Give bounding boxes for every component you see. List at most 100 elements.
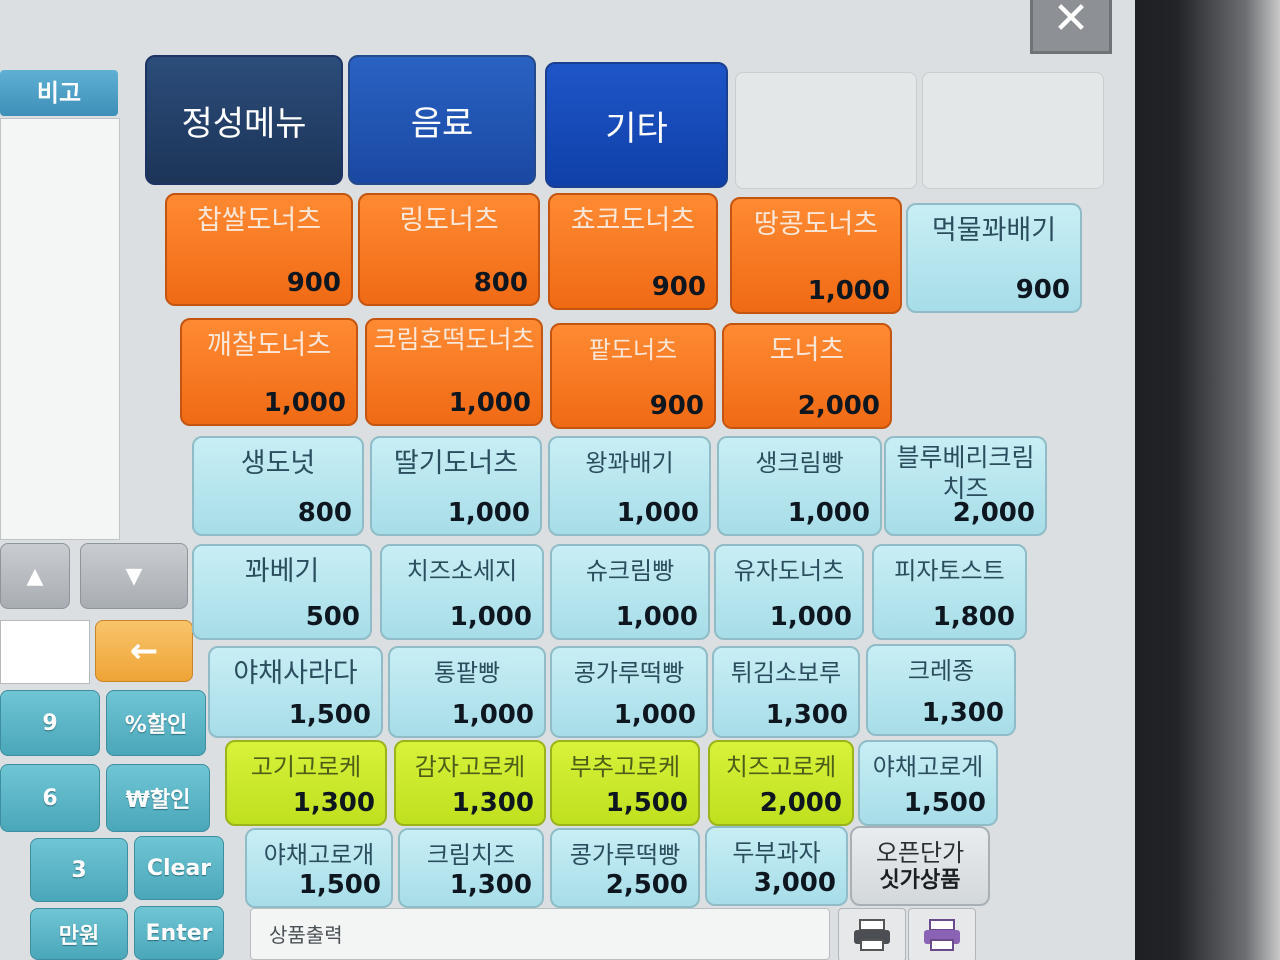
tab-etc[interactable]: 기타 — [545, 62, 728, 188]
menu-item[interactable]: 콩가루떡빵 2,500 — [550, 828, 700, 908]
key-6[interactable]: 6 — [0, 764, 100, 832]
menu-item[interactable]: 도너츠 2,000 — [722, 323, 892, 429]
back-arrow-icon: ← — [129, 631, 159, 671]
menu-item-price: 1,500 — [298, 870, 381, 900]
menu-item-price: 1,000 — [448, 388, 531, 418]
printer-alt-button[interactable] — [908, 908, 976, 960]
menu-item[interactable]: 크림호떡도너츠 1,000 — [365, 318, 543, 426]
menu-item[interactable]: 깨찰도너츠 1,000 — [180, 318, 358, 426]
menu-item[interactable]: 쵸코도너츠 900 — [548, 193, 718, 310]
menu-item-price: 1,300 — [451, 788, 534, 818]
pos-screen: ✕ 비고 ▲ ▼ ← 9 %할인 6 ₩할인 3 Clear 만원 Enter … — [0, 0, 1135, 960]
menu-item-price: 1,000 — [769, 602, 852, 632]
menu-item-name: 도너츠 — [769, 335, 845, 366]
menu-item-name: 쵸코도너츠 — [570, 205, 696, 236]
printer-alt-icon — [924, 919, 960, 951]
menu-item[interactable]: 생크림빵 1,000 — [717, 436, 882, 536]
menu-item-price: 3,000 — [753, 868, 836, 898]
menu-item-name: 오픈단가 — [875, 839, 965, 867]
tab-drinks[interactable]: 음료 — [348, 55, 536, 185]
menu-item-name: 슈크림빵 — [585, 557, 675, 585]
menu-item-name: 딸기도너츠 — [393, 448, 519, 479]
ten-thousand-button[interactable]: 만원 — [30, 908, 128, 960]
menu-item[interactable]: 피자토스트 1,800 — [872, 544, 1027, 640]
menu-item-name: 치즈고로케 — [725, 753, 837, 781]
menu-item[interactable]: 꽈베기 500 — [192, 544, 372, 640]
up-arrow-icon: ▲ — [26, 563, 44, 589]
scroll-up-button[interactable]: ▲ — [0, 543, 70, 609]
percent-discount-button[interactable]: %할인 — [106, 690, 206, 756]
menu-item-price: 2,000 — [797, 391, 880, 421]
scroll-down-button[interactable]: ▼ — [80, 543, 188, 609]
menu-item-price: 1,000 — [613, 700, 696, 730]
menu-item[interactable]: 부추고로케 1,500 — [550, 740, 700, 826]
menu-item[interactable]: 팥도너츠 900 — [550, 323, 716, 429]
menu-item-price: 900 — [286, 268, 341, 298]
printer-button[interactable] — [838, 908, 906, 960]
menu-item[interactable]: 통팥빵 1,000 — [388, 646, 546, 738]
menu-item-price: 1,300 — [765, 700, 848, 730]
menu-item[interactable]: 슈크림빵 1,000 — [550, 544, 710, 640]
menu-item[interactable]: 치즈고로케 2,000 — [708, 740, 854, 826]
menu-item[interactable]: 크림치즈 1,300 — [398, 828, 544, 908]
menu-item-price: 1,500 — [605, 788, 688, 818]
menu-item[interactable]: 크레종 1,300 — [866, 644, 1016, 736]
menu-item[interactable]: 야채사라다 1,500 — [208, 646, 383, 738]
menu-item-price: 1,300 — [449, 870, 532, 900]
menu-item-price: 800 — [297, 498, 352, 528]
menu-item-name: 고기고로케 — [250, 753, 362, 781]
menu-item[interactable]: 찹쌀도너츠 900 — [165, 193, 353, 306]
menu-item-price: 1,500 — [903, 788, 986, 818]
empty-tab-slot — [922, 72, 1104, 189]
menu-item[interactable]: 두부과자 3,000 — [705, 826, 848, 906]
menu-item-price: 2,500 — [605, 870, 688, 900]
monitor-bezel — [1110, 0, 1280, 960]
menu-item[interactable]: 치즈소세지 1,000 — [380, 544, 544, 640]
close-button[interactable]: ✕ — [1030, 0, 1112, 54]
menu-item[interactable]: 튀김소보루 1,300 — [712, 646, 860, 738]
menu-item-name: 야채고로게 — [872, 753, 984, 781]
menu-item-name: 피자토스트 — [894, 557, 1005, 585]
menu-item[interactable]: 링도너츠 800 — [358, 193, 540, 306]
won-discount-button[interactable]: ₩할인 — [106, 764, 210, 832]
menu-item-name: 꽈베기 — [244, 556, 320, 587]
menu-item[interactable]: 블루베리크림치즈 2,000 — [884, 436, 1047, 536]
menu-item[interactable]: 딸기도너츠 1,000 — [370, 436, 542, 536]
menu-item-name: 야채고로개 — [263, 841, 375, 869]
enter-button[interactable]: Enter — [134, 906, 224, 960]
menu-item[interactable]: 감자고로케 1,300 — [394, 740, 546, 826]
empty-tab-slot — [735, 72, 917, 189]
menu-item-name: 감자고로케 — [414, 753, 526, 781]
clear-button[interactable]: Clear — [134, 836, 224, 900]
menu-item[interactable]: 오픈단가 싯가상품 — [850, 826, 990, 906]
menu-item[interactable]: 고기고로케 1,300 — [225, 740, 387, 826]
menu-item-price: 900 — [649, 391, 704, 421]
menu-item[interactable]: 야채고로개 1,500 — [245, 828, 393, 908]
backspace-button[interactable]: ← — [95, 620, 193, 682]
menu-item[interactable]: 유자도너츠 1,000 — [714, 544, 864, 640]
menu-item-price: 1,300 — [921, 698, 1004, 728]
menu-item-name: 통팥빵 — [433, 659, 501, 687]
menu-item[interactable]: 땅콩도너츠 1,000 — [730, 197, 902, 314]
menu-item[interactable]: 생도넛 800 — [192, 436, 364, 536]
tab-main-menu[interactable]: 정성메뉴 — [145, 55, 343, 185]
menu-item-price: 1,300 — [292, 788, 375, 818]
menu-item-name: 깨찰도너츠 — [206, 330, 332, 361]
order-list[interactable] — [0, 118, 120, 540]
menu-item[interactable]: 왕꽈배기 1,000 — [548, 436, 711, 536]
key-9[interactable]: 9 — [0, 690, 100, 756]
menu-item[interactable]: 콩가루떡빵 1,000 — [550, 646, 708, 738]
menu-item-name: 블루베리크림치즈 — [896, 443, 1035, 503]
menu-item-price: 1,000 — [787, 498, 870, 528]
menu-item[interactable]: 야채고로게 1,500 — [858, 740, 998, 826]
menu-item-name: 링도너츠 — [399, 205, 499, 236]
menu-item-name: 콩가루떡빵 — [573, 659, 685, 687]
quantity-input[interactable] — [0, 620, 90, 684]
menu-item[interactable]: 먹물꽈배기 900 — [906, 203, 1082, 313]
menu-item-name: 크림치즈 — [426, 841, 516, 869]
menu-item-price: 1,000 — [447, 498, 530, 528]
menu-item-price: 1,000 — [449, 602, 532, 632]
key-3[interactable]: 3 — [30, 838, 128, 902]
product-print-status: 상품출력 — [250, 908, 830, 960]
menu-item-name: 왕꽈배기 — [585, 449, 674, 477]
